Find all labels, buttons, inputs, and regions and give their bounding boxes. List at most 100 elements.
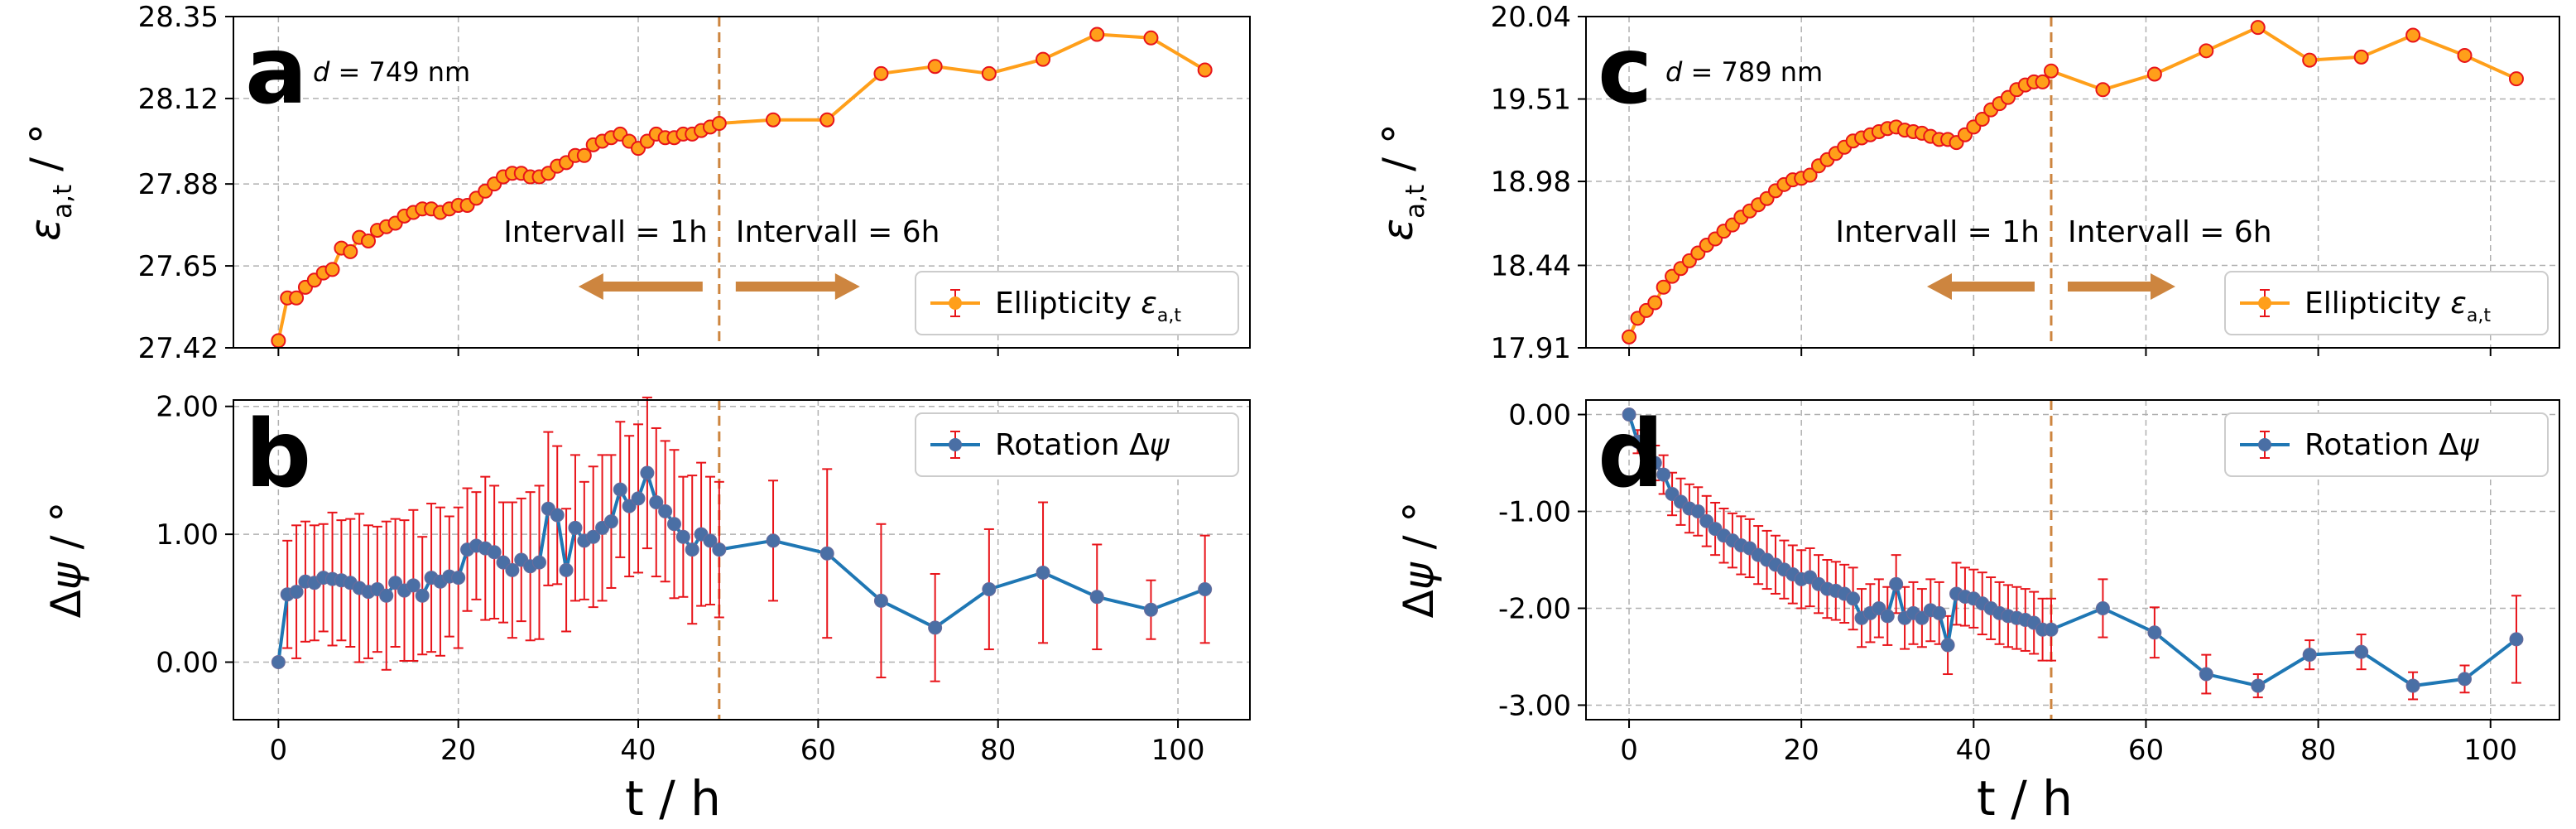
x-tick-label: 40 xyxy=(1956,734,1992,767)
data-point xyxy=(2302,648,2317,663)
y-tick-label: 18.98 xyxy=(1491,166,1571,199)
data-point xyxy=(271,655,286,670)
y-tick-label: -2.00 xyxy=(1498,592,1571,625)
data-point xyxy=(559,562,574,577)
data-point xyxy=(586,529,601,544)
panel-label: a xyxy=(245,17,308,125)
data-point xyxy=(289,585,304,600)
panel-label: d xyxy=(1598,401,1664,508)
plot-frame xyxy=(233,16,1251,349)
data-point xyxy=(2405,27,2421,43)
legend-box xyxy=(2224,271,2549,335)
data-point xyxy=(1802,167,1818,183)
data-point xyxy=(1089,27,1105,42)
data-point xyxy=(388,576,403,590)
x-tick-label: 60 xyxy=(2128,734,2164,767)
data-point xyxy=(2457,47,2473,63)
x-tick-label: 60 xyxy=(800,734,836,767)
data-point xyxy=(1932,605,1947,620)
data-point xyxy=(550,508,565,523)
data-point xyxy=(568,520,583,535)
x-tick-label: 0 xyxy=(1620,734,1638,767)
y-tick-label: 27.88 xyxy=(138,168,219,201)
plot-frame xyxy=(1585,399,2560,721)
legend-marker xyxy=(949,438,962,451)
y-tick-label: 1.00 xyxy=(156,518,219,552)
annotation-interval-1h: Intervall = 1h xyxy=(503,215,708,249)
data-point xyxy=(406,578,421,593)
legend-marker xyxy=(949,296,962,310)
plot-frame xyxy=(233,399,1251,721)
data-point xyxy=(1197,62,1213,78)
legend-label: Ellipticity εa,t xyxy=(2304,287,2491,326)
y-tick-label: -1.00 xyxy=(1498,496,1571,529)
data-point xyxy=(1940,638,1955,653)
data-point xyxy=(982,582,997,597)
data-point xyxy=(613,482,627,497)
arrow-left xyxy=(1926,273,2035,300)
data-point xyxy=(640,465,655,480)
data-point xyxy=(873,593,888,608)
data-point xyxy=(2405,678,2420,693)
data-point xyxy=(2043,63,2059,79)
legend-marker xyxy=(2258,438,2271,451)
arrow-left xyxy=(578,273,703,300)
data-point xyxy=(711,116,727,132)
data-point xyxy=(1622,407,1636,422)
legend-box xyxy=(2224,412,2549,477)
y-tick-label: 18.44 xyxy=(1491,249,1571,282)
data-point xyxy=(685,542,699,557)
data-point xyxy=(2199,43,2214,59)
x-tick-label: 80 xyxy=(980,734,1016,767)
y-tick-label: 0.00 xyxy=(156,647,219,680)
data-point xyxy=(531,555,546,570)
data-point xyxy=(451,571,466,586)
data-point xyxy=(1846,591,1861,606)
plot-frame xyxy=(1585,16,2560,349)
data-point xyxy=(415,588,430,603)
data-point xyxy=(1690,504,1705,519)
arrow-right xyxy=(735,273,860,300)
legend-box xyxy=(915,271,1239,335)
y-tick-label: 27.65 xyxy=(138,250,219,283)
y-tick-label: 20.04 xyxy=(1491,1,1571,34)
data-point xyxy=(487,545,502,560)
data-point xyxy=(622,499,637,513)
data-point xyxy=(1089,590,1104,605)
data-point xyxy=(981,65,997,81)
data-point xyxy=(819,546,834,561)
annotation-interval-1h: Intervall = 1h xyxy=(1835,215,2040,249)
data-point xyxy=(324,262,340,277)
data-point xyxy=(873,65,889,81)
y-axis-label: Δψ / ° xyxy=(42,502,90,619)
series-line xyxy=(276,471,1206,663)
data-point xyxy=(703,533,718,548)
data-point xyxy=(1656,467,1671,482)
x-tick-label: 80 xyxy=(2300,734,2336,767)
data-point xyxy=(2353,49,2369,65)
data-point xyxy=(271,333,286,349)
data-point xyxy=(675,529,690,544)
data-point xyxy=(1880,609,1895,624)
data-point xyxy=(1198,582,1213,597)
data-point xyxy=(361,233,377,248)
data-point xyxy=(1647,295,1663,311)
y-axis-label: Δψ / ° xyxy=(1395,502,1443,619)
data-point xyxy=(1639,446,1654,460)
data-point xyxy=(1622,329,1637,345)
data-point xyxy=(2035,74,2050,89)
x-axis-label-right: t / h xyxy=(1977,770,2073,827)
data-point xyxy=(1889,576,1904,591)
y-tick-label: 19.51 xyxy=(1491,84,1571,117)
data-point xyxy=(712,542,727,557)
data-point xyxy=(766,533,781,548)
data-point xyxy=(2095,600,2110,615)
data-point xyxy=(666,517,681,532)
data-point xyxy=(2146,66,2162,82)
annotation-interval-6h: Intervall = 6h xyxy=(736,215,940,249)
data-point xyxy=(576,147,592,163)
data-point xyxy=(1143,602,1158,617)
data-point xyxy=(1656,279,1671,295)
data-point xyxy=(1036,51,1051,67)
